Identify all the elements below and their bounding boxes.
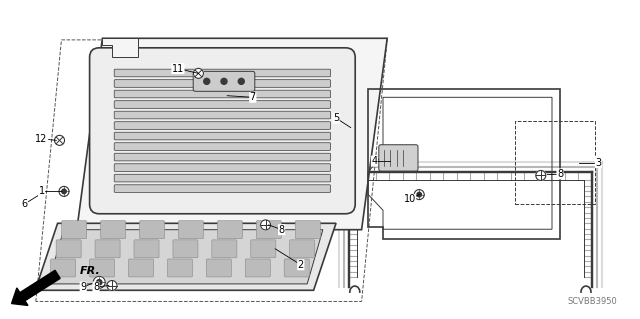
FancyBboxPatch shape xyxy=(114,80,331,87)
Circle shape xyxy=(536,170,546,181)
Text: 1: 1 xyxy=(38,186,45,197)
FancyBboxPatch shape xyxy=(129,259,154,277)
FancyBboxPatch shape xyxy=(290,240,315,258)
FancyBboxPatch shape xyxy=(95,240,120,258)
Text: 2: 2 xyxy=(298,260,304,270)
FancyBboxPatch shape xyxy=(114,69,331,77)
FancyBboxPatch shape xyxy=(114,185,331,192)
FancyBboxPatch shape xyxy=(90,259,115,277)
FancyBboxPatch shape xyxy=(295,221,320,239)
Text: 8: 8 xyxy=(557,169,563,179)
Circle shape xyxy=(204,78,210,84)
Circle shape xyxy=(97,280,102,285)
FancyBboxPatch shape xyxy=(114,90,331,98)
Text: 8: 8 xyxy=(278,225,285,235)
Polygon shape xyxy=(102,38,138,57)
FancyBboxPatch shape xyxy=(100,221,125,239)
FancyBboxPatch shape xyxy=(51,259,76,277)
FancyBboxPatch shape xyxy=(212,240,237,258)
FancyBboxPatch shape xyxy=(114,153,331,161)
Circle shape xyxy=(238,78,244,84)
Text: 8: 8 xyxy=(93,282,99,292)
FancyBboxPatch shape xyxy=(206,259,231,277)
Circle shape xyxy=(107,280,117,291)
FancyBboxPatch shape xyxy=(179,221,204,239)
FancyBboxPatch shape xyxy=(114,122,331,129)
FancyBboxPatch shape xyxy=(257,221,282,239)
Circle shape xyxy=(417,192,422,197)
FancyBboxPatch shape xyxy=(114,101,331,108)
FancyBboxPatch shape xyxy=(140,221,164,239)
FancyBboxPatch shape xyxy=(56,240,81,258)
FancyBboxPatch shape xyxy=(114,132,331,140)
Circle shape xyxy=(93,276,105,288)
FancyBboxPatch shape xyxy=(61,221,86,239)
Polygon shape xyxy=(35,223,336,290)
Polygon shape xyxy=(77,38,387,230)
Text: 9: 9 xyxy=(80,282,86,292)
Text: 7: 7 xyxy=(250,92,256,102)
FancyBboxPatch shape xyxy=(245,259,270,277)
FancyBboxPatch shape xyxy=(218,221,243,239)
FancyBboxPatch shape xyxy=(114,111,331,119)
FancyBboxPatch shape xyxy=(168,259,193,277)
FancyBboxPatch shape xyxy=(284,259,309,277)
FancyBboxPatch shape xyxy=(173,240,198,258)
Text: 5: 5 xyxy=(333,113,339,123)
Polygon shape xyxy=(48,230,323,284)
Text: 12: 12 xyxy=(35,134,48,144)
Circle shape xyxy=(61,189,67,194)
Text: 11: 11 xyxy=(172,63,184,74)
Circle shape xyxy=(260,220,271,230)
Text: 6: 6 xyxy=(21,199,28,209)
FancyArrow shape xyxy=(12,270,60,305)
FancyBboxPatch shape xyxy=(193,71,255,91)
Text: FR.: FR. xyxy=(80,266,100,276)
Text: 10: 10 xyxy=(403,194,416,204)
Circle shape xyxy=(221,78,227,84)
FancyBboxPatch shape xyxy=(251,240,276,258)
Circle shape xyxy=(54,135,65,145)
FancyBboxPatch shape xyxy=(379,145,418,171)
Text: SCVBB3950: SCVBB3950 xyxy=(568,297,618,306)
Circle shape xyxy=(193,68,204,78)
FancyBboxPatch shape xyxy=(134,240,159,258)
FancyBboxPatch shape xyxy=(114,174,331,182)
Text: 4: 4 xyxy=(371,156,378,166)
FancyBboxPatch shape xyxy=(90,48,355,214)
FancyBboxPatch shape xyxy=(114,143,331,150)
Text: 3: 3 xyxy=(595,158,602,168)
Circle shape xyxy=(414,189,424,200)
Circle shape xyxy=(59,186,69,197)
FancyBboxPatch shape xyxy=(114,164,331,171)
